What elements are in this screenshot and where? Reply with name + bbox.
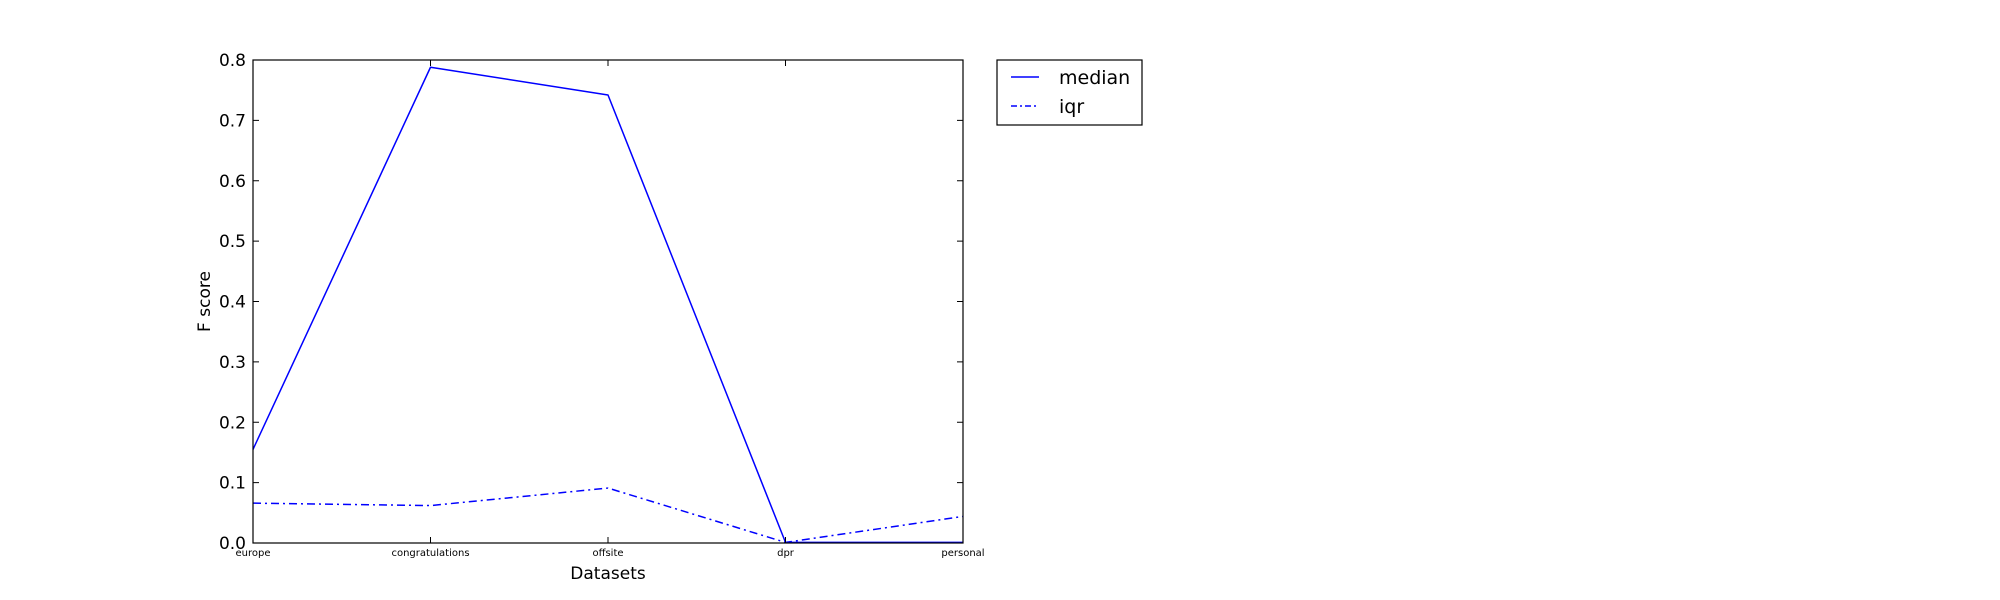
y-tick-label: 0.7: [219, 111, 246, 131]
x-tick-label: congratulations: [391, 548, 469, 559]
legend-label-median: median: [1059, 67, 1130, 89]
y-tick-label: 0.3: [219, 353, 246, 373]
legend-frame: [996, 59, 1143, 126]
y-tick-label: 0.5: [219, 232, 246, 252]
x-tick-label: personal: [941, 548, 984, 559]
x-tick-label: dpr: [777, 548, 795, 559]
x-axis-title: Datasets: [570, 564, 646, 584]
legend: median iqr: [996, 59, 1143, 126]
y-tick-label: 0.4: [219, 293, 246, 313]
y-tick-label: 0.1: [219, 474, 246, 494]
plot-background: [253, 60, 963, 543]
legend-label-iqr: iqr: [1059, 96, 1084, 118]
x-tick-label: offsite: [592, 548, 623, 559]
y-tick-label: 0.0: [219, 534, 246, 554]
series-line-iqr: [252, 487, 964, 544]
y-tick-label: 0.6: [219, 172, 246, 192]
y-axis-title: F score: [195, 271, 215, 332]
x-tick-label: europe: [236, 548, 271, 559]
y-tick-label: 0.8: [219, 51, 246, 71]
plot-area: [253, 60, 963, 543]
axes-layer: 0.0 0.1 0.2 0.3 0.4 0.5 0.6 0.7 0.8 europe congrat…: [219, 51, 985, 559]
y-tick-label: 0.2: [219, 413, 246, 433]
